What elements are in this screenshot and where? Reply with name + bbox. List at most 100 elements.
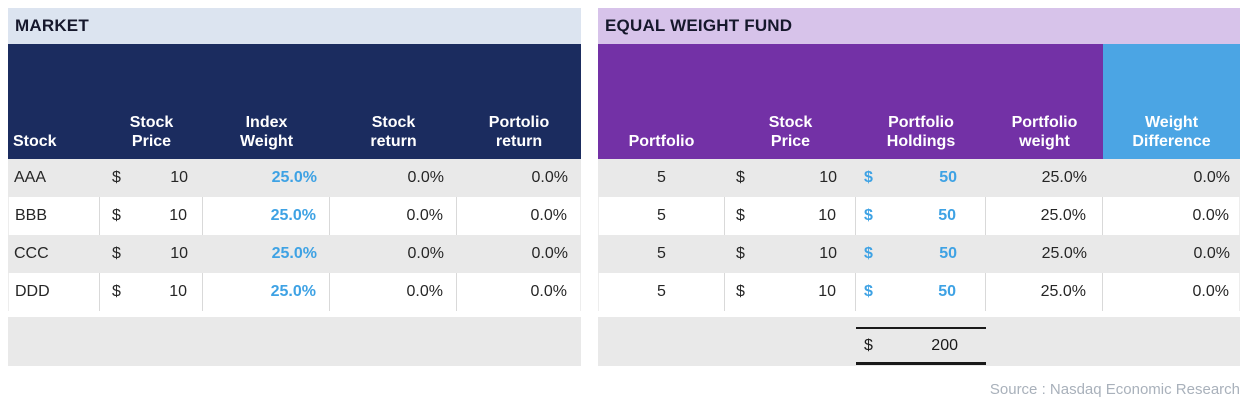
row-gap: [598, 311, 1240, 317]
market-table-title: MARKET: [8, 8, 581, 44]
col-header-index-weight: Index Weight: [203, 44, 330, 159]
currency-symbol: $: [864, 283, 873, 300]
stock-price-cell: $ 10: [100, 197, 203, 235]
portfolio-cell: 5: [657, 169, 666, 186]
header-line: return: [495, 133, 543, 150]
stock-price-cell: $ 10: [725, 273, 856, 311]
stock-return-cell: 0.0%: [330, 197, 457, 235]
header-line: Holdings: [886, 133, 956, 150]
header-line: Stock: [129, 114, 174, 131]
table-row: 5 $ 10 $ 50 25.0% 0.0%: [598, 235, 1240, 273]
stock-return-cell: 0.0%: [330, 273, 457, 311]
holdings-value: 50: [939, 245, 957, 262]
table-row: CCC $ 10 25.0% 0.0% 0.0%: [8, 235, 581, 273]
col-header-stock-return: Stock return: [330, 44, 457, 159]
index-weight-cell: 25.0%: [203, 273, 330, 311]
stock-price-cell: $ 10: [100, 273, 203, 311]
market-footer-band: [8, 317, 581, 366]
price-value: 10: [818, 207, 836, 224]
col-header-portfolio-weight: Portfolio weight: [986, 44, 1103, 159]
table-row: 5 $ 10 $ 50 25.0% 0.0%: [598, 197, 1240, 235]
fund-table-title: EQUAL WEIGHT FUND: [598, 8, 1240, 44]
header-line: Stock: [13, 133, 57, 150]
stock-price-cell: $ 10: [725, 235, 856, 273]
portfolio-weight-cell: 25.0%: [1041, 169, 1087, 186]
stock-return-cell: 0.0%: [407, 245, 444, 262]
holdings-value: 50: [938, 207, 956, 224]
header-line: Price: [131, 133, 172, 150]
header-line: Weight: [239, 133, 294, 150]
currency-symbol: $: [864, 169, 873, 186]
total-holdings-cell: $ 200: [856, 327, 986, 365]
portfolio-cell: 5: [598, 273, 725, 311]
index-weight-cell: 25.0%: [203, 197, 330, 235]
source-note: Source : Nasdaq Economic Research: [989, 381, 1240, 398]
price-value: 10: [819, 169, 837, 186]
weight-difference-cell: 0.0%: [1103, 273, 1240, 311]
table-row: DDD $ 10 25.0% 0.0% 0.0%: [8, 273, 581, 311]
currency-symbol: $: [112, 207, 121, 224]
market-column-headers: Stock Stock Price Index Weight Stock ret…: [8, 44, 581, 159]
portfolio-holdings-cell: $ 50: [856, 197, 986, 235]
fund-table: EQUAL WEIGHT FUND Portfolio Stock Price …: [598, 8, 1240, 366]
fund-column-headers: Portfolio Stock Price Portfolio Holdings…: [598, 44, 1240, 159]
col-header-weight-difference: Weight Difference: [1103, 44, 1240, 159]
header-line: Stock: [371, 114, 416, 131]
price-value: 10: [170, 169, 188, 186]
stock-name-cell: BBB: [8, 197, 100, 235]
currency-symbol: $: [864, 336, 873, 354]
portfolio-cell: 5: [598, 197, 725, 235]
currency-symbol: $: [736, 283, 745, 300]
weight-difference-cell: 0.0%: [1193, 245, 1230, 262]
header-line: Difference: [1132, 133, 1211, 150]
portfolio-holdings-cell: $ 50: [856, 159, 986, 197]
table-row: AAA $ 10 25.0% 0.0% 0.0%: [8, 159, 581, 197]
currency-symbol: $: [864, 245, 873, 262]
stock-price-cell: $ 10: [725, 159, 856, 197]
price-value: 10: [818, 283, 836, 300]
portfolio-return-cell: 0.0%: [531, 169, 568, 186]
col-header-stock-price: Stock Price: [725, 44, 856, 159]
portfolio-weight-cell: 25.0%: [986, 197, 1103, 235]
portfolio-return-cell: 0.0%: [457, 273, 581, 311]
portfolio-holdings-cell: $ 50: [856, 235, 986, 273]
header-line: Portfolio: [888, 114, 954, 131]
currency-symbol: $: [112, 169, 121, 186]
currency-symbol: $: [864, 207, 873, 224]
portfolio-holdings-cell: $ 50: [856, 273, 986, 311]
market-table: MARKET Stock Stock Price Index Weight St…: [8, 8, 581, 366]
portfolio-return-cell: 0.0%: [457, 197, 581, 235]
currency-symbol: $: [736, 169, 745, 186]
stock-price-cell: $ 10: [100, 235, 203, 273]
table-row: BBB $ 10 25.0% 0.0% 0.0%: [8, 197, 581, 235]
stock-name-cell: DDD: [8, 273, 100, 311]
holdings-value: 50: [938, 283, 956, 300]
stock-name-cell: AAA: [14, 169, 47, 186]
portfolio-return-cell: 0.0%: [531, 245, 568, 262]
header-line: weight: [1019, 133, 1070, 150]
price-value: 10: [169, 207, 187, 224]
col-header-portfolio: Portfolio: [598, 44, 725, 159]
col-header-portfolio-return: Portolio return: [457, 44, 581, 159]
header-line: return: [370, 133, 417, 150]
currency-symbol: $: [736, 245, 745, 262]
header-line: Portfolio: [628, 133, 695, 150]
header-line: Weight: [1144, 114, 1199, 131]
portfolio-cell: 5: [657, 245, 666, 262]
header-line: Index: [245, 114, 288, 131]
portfolio-weight-cell: 25.0%: [986, 273, 1103, 311]
index-weight-cell: 25.0%: [271, 245, 317, 262]
col-header-portfolio-holdings: Portfolio Holdings: [856, 44, 986, 159]
stock-return-cell: 0.0%: [407, 169, 444, 186]
header-line: Stock: [768, 114, 813, 131]
currency-symbol: $: [112, 245, 121, 262]
holdings-value: 50: [939, 169, 957, 186]
header-line: Price: [770, 133, 811, 150]
col-header-stock-price: Stock Price: [100, 44, 203, 159]
weight-difference-cell: 0.0%: [1193, 169, 1230, 186]
portfolio-weight-cell: 25.0%: [1041, 245, 1087, 262]
price-value: 10: [169, 283, 187, 300]
stock-name-cell: CCC: [14, 245, 49, 262]
row-gap: [8, 311, 581, 317]
